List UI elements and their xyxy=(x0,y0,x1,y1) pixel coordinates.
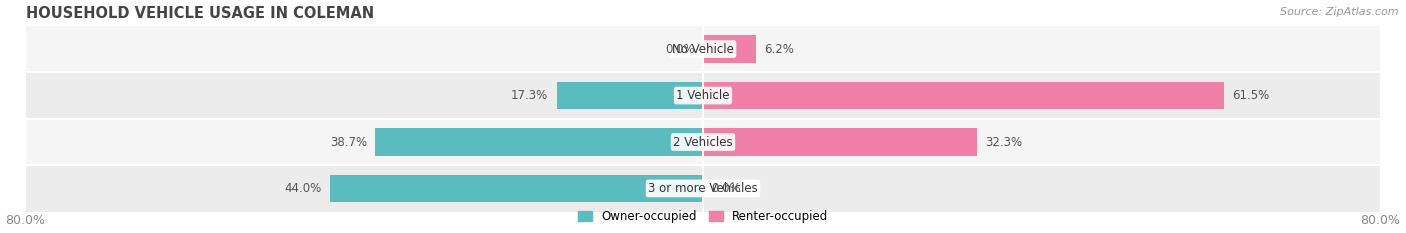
Text: No Vehicle: No Vehicle xyxy=(672,43,734,56)
Text: 44.0%: 44.0% xyxy=(284,182,322,195)
Bar xyxy=(703,82,1223,110)
Text: 0.0%: 0.0% xyxy=(711,182,741,195)
Bar xyxy=(25,26,1381,72)
Text: 2 Vehicles: 2 Vehicles xyxy=(673,136,733,148)
Text: 38.7%: 38.7% xyxy=(329,136,367,148)
Bar xyxy=(703,128,977,156)
Text: HOUSEHOLD VEHICLE USAGE IN COLEMAN: HOUSEHOLD VEHICLE USAGE IN COLEMAN xyxy=(25,6,374,21)
Bar xyxy=(557,82,703,110)
Bar xyxy=(25,165,1381,212)
Bar xyxy=(375,128,703,156)
Text: 6.2%: 6.2% xyxy=(763,43,794,56)
Text: 61.5%: 61.5% xyxy=(1232,89,1270,102)
Text: 0.0%: 0.0% xyxy=(665,43,695,56)
Text: 3 or more Vehicles: 3 or more Vehicles xyxy=(648,182,758,195)
Text: 17.3%: 17.3% xyxy=(510,89,548,102)
Bar xyxy=(330,175,703,202)
Bar xyxy=(25,119,1381,165)
Text: Source: ZipAtlas.com: Source: ZipAtlas.com xyxy=(1281,7,1399,17)
Text: 32.3%: 32.3% xyxy=(986,136,1022,148)
Bar xyxy=(25,72,1381,119)
Text: 1 Vehicle: 1 Vehicle xyxy=(676,89,730,102)
Legend: Owner-occupied, Renter-occupied: Owner-occupied, Renter-occupied xyxy=(572,206,834,228)
Bar xyxy=(703,35,755,63)
